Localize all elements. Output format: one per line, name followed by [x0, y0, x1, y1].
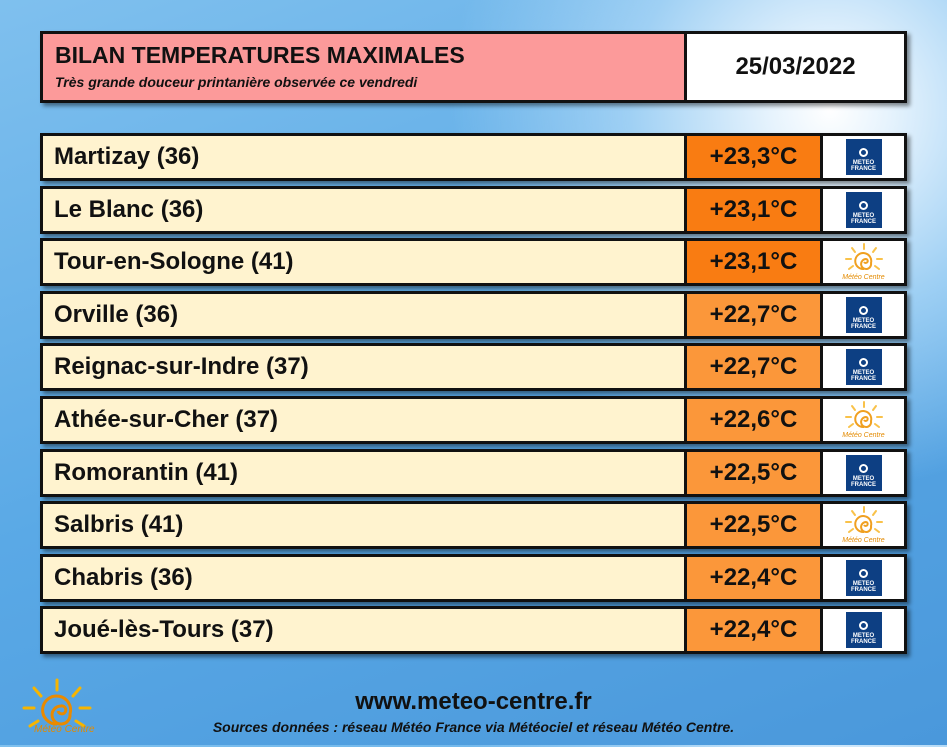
footer-logo: Météo Centre [12, 672, 102, 742]
footer-url: www.meteo-centre.fr [355, 688, 592, 715]
source-cell: METEO FRANCE [820, 553, 907, 602]
station-cell: Martizay (36) [40, 133, 687, 181]
source-cell: METEO FRANCE [820, 290, 907, 339]
source: Météo Centre [842, 274, 885, 282]
header-title: BILAN TEMPERATURES MAXIMALES [55, 42, 465, 68]
station-cell: Salbris (41) [40, 501, 687, 550]
footer-logo-sun [22, 678, 92, 728]
footer-sources: Sources données : réseau Météo France vi… [212, 719, 735, 735]
source-cell: Météo Centre [820, 396, 907, 444]
station: Athée-sur-Cher (37) [54, 406, 279, 433]
station: Chabris (36) [54, 563, 193, 591]
meteo-france-logo: METEO FRANCE [845, 191, 882, 228]
station: Tour-en-Sologne (41) [54, 248, 294, 276]
source: METEO FRANCE [851, 475, 876, 488]
temp-cell: +22,5°C [684, 448, 823, 497]
source-cell: METEO FRANCE [820, 606, 907, 655]
source: METEO FRANCE [851, 160, 876, 172]
temp: +23,3°C [709, 143, 798, 170]
temp: +22,7°C [709, 300, 798, 328]
source-cell: Météo Centre [820, 238, 907, 287]
source: METEO FRANCE [851, 370, 876, 383]
temp: +22,7°C [709, 353, 798, 381]
temp-cell: +22,4°C [684, 606, 823, 655]
temp-cell: +23,1°C [684, 238, 823, 287]
temp: +22,5°C [709, 511, 798, 539]
station: Reignac-sur-Indre (37) [54, 353, 309, 381]
station-cell: Le Blanc (36) [40, 185, 687, 234]
station: Romorantin (41) [54, 458, 239, 486]
temp: +22,4°C [709, 563, 798, 591]
temp-cell: +22,4°C [684, 553, 823, 602]
temp-cell: +23,1°C [684, 185, 823, 234]
temp-cell: +22,6°C [684, 396, 823, 444]
station: Orville (36) [54, 300, 179, 328]
station-cell: Orville (36) [40, 290, 687, 339]
meteo-france-logo: METEO FRANCE [845, 559, 882, 596]
meteo-centre-logo: Météo Centre [838, 400, 890, 440]
source-cell: METEO FRANCE [820, 185, 907, 234]
temp-cell: +23,3°C [684, 133, 823, 181]
meteo-centre-logo: Météo Centre [838, 242, 890, 282]
temp-cell: +22,7°C [684, 343, 823, 392]
station-cell: Chabris (36) [40, 553, 687, 602]
meteo-france-logo: METEO FRANCE [845, 612, 882, 649]
temp-cell: +22,5°C [684, 501, 823, 550]
header-date-cell: 25/03/2022 [684, 31, 907, 103]
source: METEO FRANCE [851, 580, 876, 593]
station-cell: Athée-sur-Cher (37) [40, 396, 687, 444]
header-title-cell: BILAN TEMPERATURES MAXIMALES Très grande… [40, 31, 687, 103]
temp: +22,5°C [709, 458, 798, 486]
temp-cell: +22,7°C [684, 290, 823, 339]
station: Martizay (36) [54, 143, 200, 170]
header-date: 25/03/2022 [735, 53, 856, 80]
header-subtitle: Très grande douceur printanière observée… [55, 74, 418, 90]
station-cell: Tour-en-Sologne (41) [40, 238, 687, 287]
source-cell: METEO FRANCE [820, 133, 907, 181]
temp: +22,4°C [709, 616, 798, 644]
station-cell: Reignac-sur-Indre (37) [40, 343, 687, 392]
station-cell: Joué-lès-Tours (37) [40, 606, 687, 655]
source: METEO FRANCE [851, 212, 876, 225]
meteo-france-logo: METEO FRANCE [845, 454, 882, 491]
source: METEO FRANCE [851, 317, 876, 330]
source: Météo Centre [842, 432, 885, 439]
source-cell: METEO FRANCE [820, 343, 907, 392]
station-cell: Romorantin (41) [40, 448, 687, 497]
sun-icon [844, 506, 883, 534]
source-cell: Météo Centre [820, 501, 907, 550]
sun-icon [844, 401, 883, 429]
sun-icon [844, 243, 883, 271]
meteo-france-logo: METEO FRANCE [845, 139, 882, 175]
temp: +23,1°C [709, 248, 798, 276]
meteo-france-logo: METEO FRANCE [845, 349, 882, 386]
station: Le Blanc (36) [54, 195, 204, 223]
meteo-centre-logo: Météo Centre [838, 505, 890, 545]
source: METEO FRANCE [851, 633, 876, 646]
station: Joué-lès-Tours (37) [54, 616, 274, 644]
footer-logo-text: Météo Centre [34, 724, 95, 735]
station: Salbris (41) [54, 511, 184, 539]
temp: +23,1°C [709, 195, 798, 223]
source: Météo Centre [842, 537, 885, 545]
meteo-france-logo: METEO FRANCE [845, 296, 882, 333]
source-cell: METEO FRANCE [820, 448, 907, 497]
temp: +22,6°C [709, 406, 798, 433]
